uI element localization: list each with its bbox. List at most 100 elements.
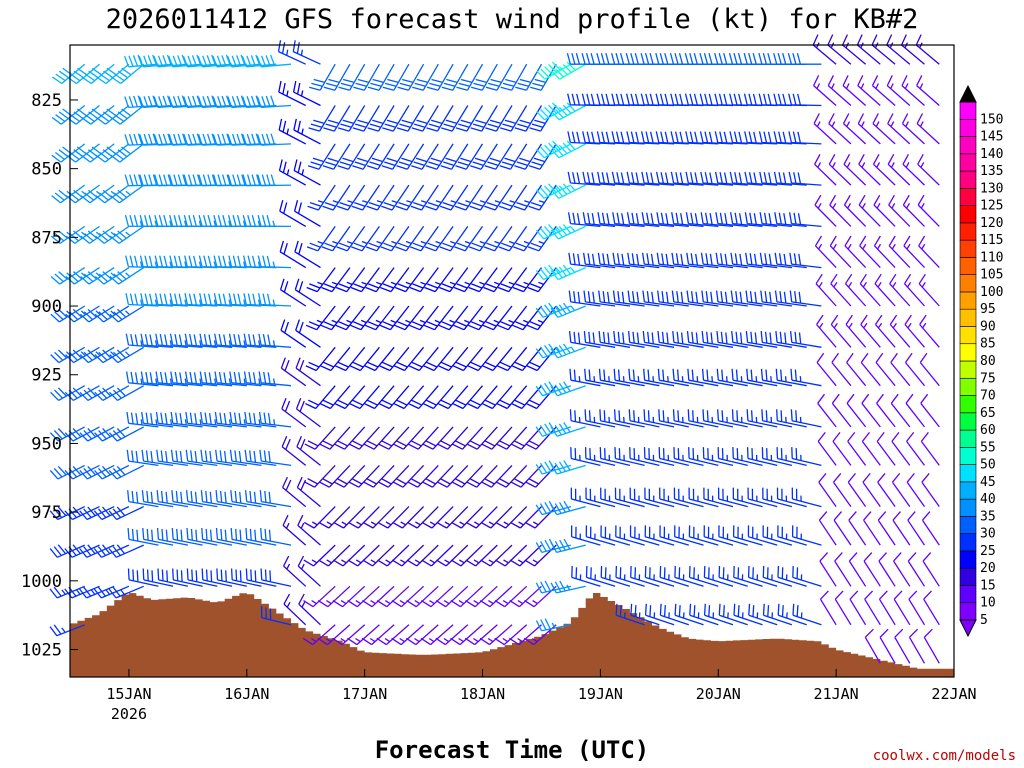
wind-barb-stroke (80, 225, 115, 244)
wind-barb (229, 411, 262, 428)
wind-barb-stroke (550, 102, 587, 121)
wind-barb (397, 63, 425, 91)
wind-barb (126, 411, 159, 428)
wind-barb (831, 393, 852, 428)
wind-barb (629, 525, 660, 546)
wind-barb (468, 305, 498, 331)
wind-barb (497, 267, 528, 293)
wind-barb (353, 63, 380, 91)
wind-barb-stroke (746, 368, 778, 387)
wind-barb (626, 171, 660, 186)
colorbar-label: 145 (980, 130, 1003, 145)
wind-barb-stroke (306, 226, 336, 252)
wind-barb (450, 585, 483, 608)
wind-barb-stroke (845, 314, 867, 348)
wind-barb-stroke (170, 371, 203, 387)
wind-barb (108, 544, 144, 558)
wind-barb-stroke (672, 368, 704, 387)
wind-barb-stroke (747, 565, 778, 587)
wind-barb-stroke (303, 585, 336, 608)
wind-barb-stroke (295, 357, 321, 387)
credit-text: coolwx.com/models (873, 748, 1016, 764)
wind-barb-stroke (78, 585, 115, 599)
wind-barb (109, 385, 145, 401)
wind-barb-stroke (536, 102, 572, 121)
wind-barb (829, 235, 852, 269)
wind-barb (747, 487, 778, 508)
wind-barb-stroke (485, 63, 513, 91)
wind-barb (568, 290, 601, 307)
wind-barb (644, 603, 675, 626)
wind-barb (465, 544, 498, 567)
wind-barb (293, 200, 321, 227)
wind-barb (109, 305, 145, 323)
wind-barb (864, 628, 881, 664)
wind-barb (550, 460, 586, 475)
wind-barb (917, 194, 940, 227)
wind-barb (420, 585, 454, 608)
wind-barb-stroke (395, 226, 425, 252)
wind-barb-stroke (815, 273, 837, 307)
wind-barb-stroke (918, 235, 940, 269)
wind-barb-stroke (229, 449, 262, 467)
wind-barb-stroke (776, 409, 807, 428)
wind-barb-stroke (244, 411, 277, 428)
colorbar-segment (959, 291, 977, 310)
wind-barb-stroke (438, 346, 469, 372)
wind-barb-stroke (672, 409, 704, 428)
wind-barb-stroke (886, 75, 911, 106)
wind-barb-stroke (685, 131, 719, 145)
wind-barb (716, 331, 748, 348)
wind-barb (497, 346, 528, 372)
wind-barb (93, 585, 130, 599)
wind-barb (336, 226, 366, 252)
wind-barb-stroke (921, 511, 940, 546)
wind-barb-stroke (658, 447, 689, 467)
wind-barb-stroke (169, 333, 203, 348)
wind-barb-stroke (762, 525, 793, 546)
wind-barb-stroke (688, 525, 719, 546)
wind-barb (535, 460, 572, 475)
wind-barb-stroke (550, 343, 586, 359)
wind-barb-stroke (644, 525, 675, 546)
wind-barb-stroke (535, 460, 572, 475)
wind-barb-stroke (570, 487, 601, 508)
wind-barb-stroke (302, 624, 336, 646)
wind-barb-stroke (495, 544, 528, 567)
wind-barb (366, 184, 395, 211)
wind-barb (495, 544, 528, 567)
wind-barb (762, 565, 793, 587)
wind-barb-stroke (498, 226, 528, 252)
wind-barb-stroke (378, 426, 410, 450)
wind-barb (903, 235, 925, 269)
wind-barb (871, 75, 896, 106)
wind-barb (510, 464, 542, 488)
plot-area (49, 34, 955, 678)
wind-barb-stroke (450, 585, 483, 608)
wind-barb-stroke (644, 487, 675, 508)
wind-barb (304, 426, 336, 450)
wind-barb (512, 267, 543, 293)
wind-barb (672, 331, 704, 348)
wind-barb (879, 628, 896, 664)
wind-barb-stroke (814, 153, 837, 186)
wind-barb (441, 105, 469, 132)
wind-barb (672, 368, 704, 387)
wind-barb-stroke (485, 105, 513, 132)
wind-barb (334, 346, 366, 372)
wind-barb-stroke (792, 603, 822, 626)
wind-barb-stroke (908, 628, 926, 664)
wind-barb-stroke (320, 346, 351, 372)
wind-barb (630, 603, 660, 626)
wind-barb-stroke (49, 624, 85, 637)
wind-barb-stroke (318, 544, 351, 567)
wind-barb-stroke (280, 319, 307, 348)
wind-barb-stroke (65, 184, 100, 204)
wind-barb-stroke (659, 565, 689, 587)
colorbar-label: 80 (980, 354, 996, 369)
wind-barb (409, 305, 439, 331)
wind-barb (436, 506, 469, 529)
wind-barb (482, 346, 513, 372)
wind-barb-stroke (789, 252, 822, 269)
wind-barb-stroke (214, 371, 247, 387)
